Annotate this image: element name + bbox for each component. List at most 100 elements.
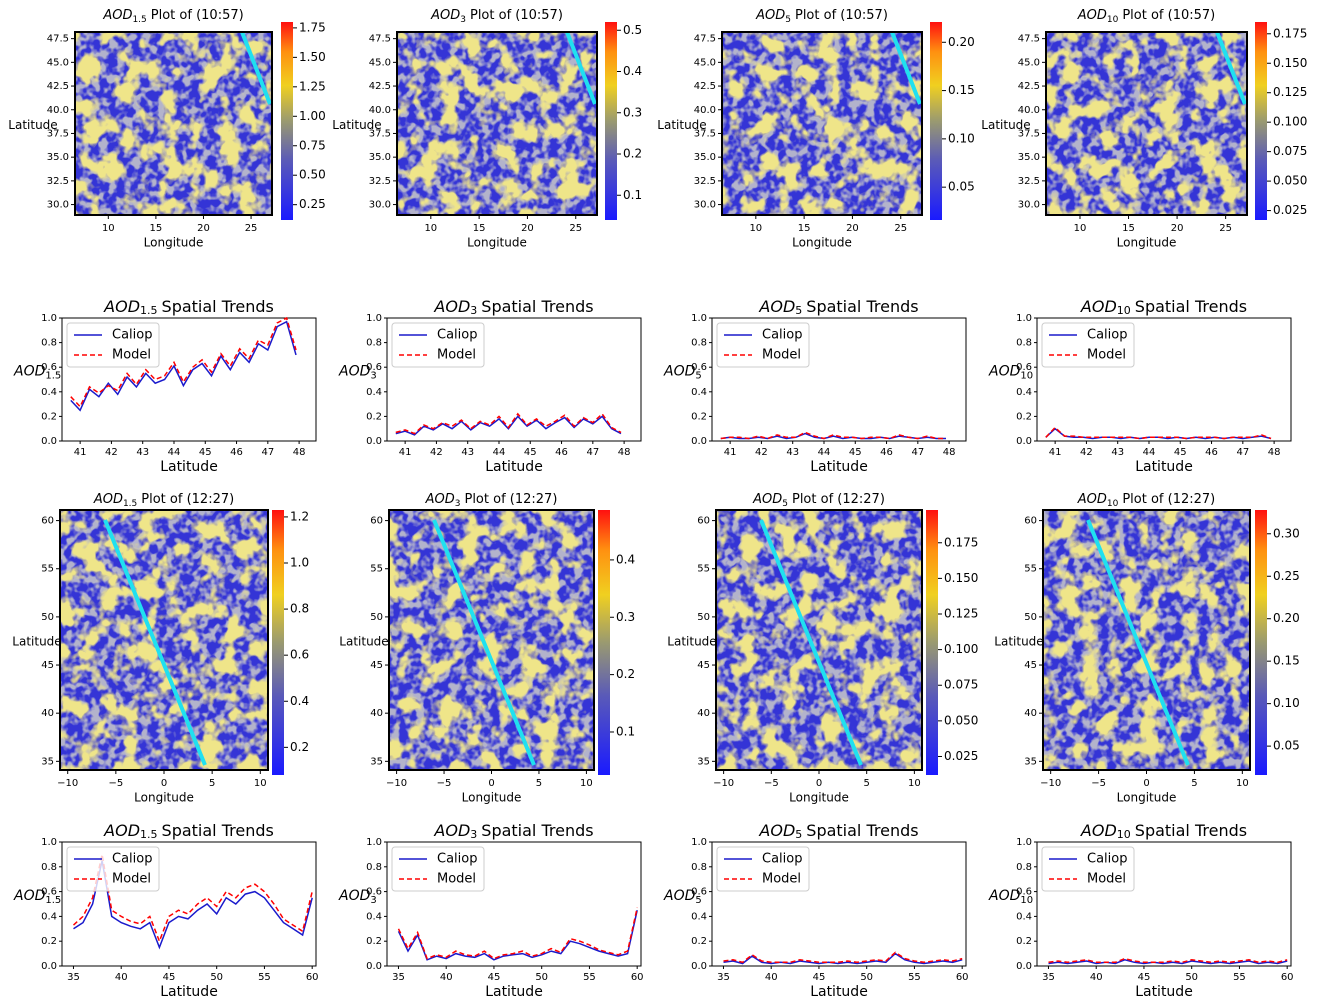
y-tick-label: 0.2 xyxy=(691,411,707,422)
legend-box xyxy=(716,322,810,368)
y-axis-label: AOD3 xyxy=(338,888,377,906)
x-tick-label: 45 xyxy=(524,447,537,458)
y-axis-label: Latitude xyxy=(657,118,706,132)
legend-label: Caliop xyxy=(762,852,802,867)
y-axis-label: Latitude xyxy=(339,635,388,649)
title-sub: 3 xyxy=(470,828,477,841)
x-tick-label: 46 xyxy=(230,447,243,458)
x-tick-label: 10 xyxy=(1236,778,1249,789)
colorbar-tick-label: 0.075 xyxy=(944,678,978,692)
y-axis-label: AOD10 xyxy=(988,888,1033,906)
x-tick-label: 10 xyxy=(749,223,762,234)
data-line xyxy=(73,860,313,950)
data-line xyxy=(397,907,638,960)
colorbar xyxy=(926,510,938,775)
y-tick-label: 55 xyxy=(1024,564,1037,575)
x-tick-label: 48 xyxy=(943,447,956,458)
x-tick-label: 47 xyxy=(261,447,274,458)
y-tick-label: 35 xyxy=(1024,756,1037,767)
y-tick-label: 40 xyxy=(1024,708,1037,719)
y-tick-label: 0.2 xyxy=(1016,936,1032,947)
x-axis-label: Longitude xyxy=(462,791,522,805)
x-tick-label: −10 xyxy=(386,778,407,789)
title-aod: AOD xyxy=(433,821,470,840)
y-tick-label: 35.0 xyxy=(694,152,716,163)
colorbar-tick-label: 0.4 xyxy=(616,552,635,566)
x-tick-label: 43 xyxy=(461,447,474,458)
y-tick-label: 1.0 xyxy=(366,313,382,324)
y-tick-label: 42.5 xyxy=(1018,81,1040,92)
satellite-track xyxy=(432,519,536,766)
y-tick-label: 37.5 xyxy=(694,128,716,139)
satellite-track xyxy=(240,31,272,105)
ylabel-sub: 10 xyxy=(1020,371,1033,382)
map-frame xyxy=(1045,31,1248,216)
x-axis-label: Latitude xyxy=(1135,984,1193,1000)
colorbar-tick-label: 0.2 xyxy=(623,147,642,161)
y-tick-label: 0.8 xyxy=(691,338,707,349)
panel-title: AOD1.5 Plot of (12:27) xyxy=(93,492,234,509)
x-tick-label: 42 xyxy=(430,447,443,458)
x-tick-label: 46 xyxy=(555,447,568,458)
y-axis-label: AOD5 xyxy=(663,888,702,906)
title-aod: AOD xyxy=(102,8,132,23)
y-tick-label: 32.5 xyxy=(1018,176,1040,187)
legend-label: Model xyxy=(1087,872,1126,887)
y-tick-label: 0.2 xyxy=(41,411,57,422)
ylabel-sub: 1.5 xyxy=(45,895,61,906)
x-tick-label: 35 xyxy=(717,972,730,983)
y-tick-label: 0.6 xyxy=(1016,887,1032,898)
title-aod: AOD xyxy=(433,297,470,316)
x-tick-label: −10 xyxy=(57,778,78,789)
y-tick-label: 0.0 xyxy=(691,436,707,447)
colorbar xyxy=(598,510,610,775)
colorbar-tick-label: 0.50 xyxy=(299,168,326,182)
y-tick-label: 35 xyxy=(370,756,383,767)
y-axis-label: Latitude xyxy=(994,635,1043,649)
x-tick-label: 55 xyxy=(1233,972,1246,983)
panel-title: AOD1.5 Plot of (10:57) xyxy=(102,8,243,25)
colorbar-tick-label: 0.1 xyxy=(616,724,635,738)
colorbar-tick-label: 0.025 xyxy=(944,749,978,763)
y-tick-label: 0.0 xyxy=(41,961,57,972)
y-tick-label: 30.0 xyxy=(694,200,716,211)
x-tick-label: 45 xyxy=(199,447,212,458)
title-aod: AOD xyxy=(93,492,123,507)
y-tick-label: 0.0 xyxy=(41,436,57,447)
title-sub: 1.5 xyxy=(140,304,158,317)
y-tick-label: 1.0 xyxy=(691,313,707,324)
x-tick-label: 10 xyxy=(424,223,437,234)
x-tick-label: 44 xyxy=(168,447,181,458)
colorbar-tick-label: 0.3 xyxy=(623,105,642,119)
x-tick-label: 43 xyxy=(136,447,149,458)
title-rest: Spatial Trends xyxy=(806,821,918,840)
map-aerosol xyxy=(389,510,594,770)
y-tick-label: 50 xyxy=(697,612,710,623)
y-tick-label: 42.5 xyxy=(369,81,391,92)
legend-box xyxy=(66,846,160,892)
legend-label: Caliop xyxy=(112,328,152,343)
x-tick-label: 10 xyxy=(102,223,115,234)
x-tick-label: 45 xyxy=(1174,447,1187,458)
title-rest: Spatial Trends xyxy=(162,297,274,316)
colorbar-tick-label: 1.25 xyxy=(299,79,326,93)
panel-title: AOD1.5 Spatial Trends xyxy=(103,821,274,842)
title-rest: Spatial Trends xyxy=(1135,821,1247,840)
colorbar-tick-label: 0.175 xyxy=(1273,26,1307,40)
colorbar-tick-label: 0.025 xyxy=(1273,203,1307,217)
y-tick-label: 0.0 xyxy=(366,436,382,447)
ylabel-aod: AOD xyxy=(663,888,696,904)
legend-label: Caliop xyxy=(1087,852,1127,867)
x-tick-label: 40 xyxy=(440,972,453,983)
y-tick-label: 37.5 xyxy=(369,128,391,139)
y-tick-label: 32.5 xyxy=(369,176,391,187)
legend-label: Caliop xyxy=(1087,328,1127,343)
x-tick-label: 40 xyxy=(1090,972,1103,983)
colorbar-tick-label: 0.25 xyxy=(299,197,326,211)
y-tick-label: 47.5 xyxy=(1018,34,1040,45)
x-tick-label: 47 xyxy=(911,447,924,458)
colorbar-tick-label: 0.20 xyxy=(948,35,975,49)
title-sub: 10 xyxy=(1107,15,1119,25)
y-tick-label: 0.8 xyxy=(41,338,57,349)
x-tick-label: 41 xyxy=(1049,447,1062,458)
